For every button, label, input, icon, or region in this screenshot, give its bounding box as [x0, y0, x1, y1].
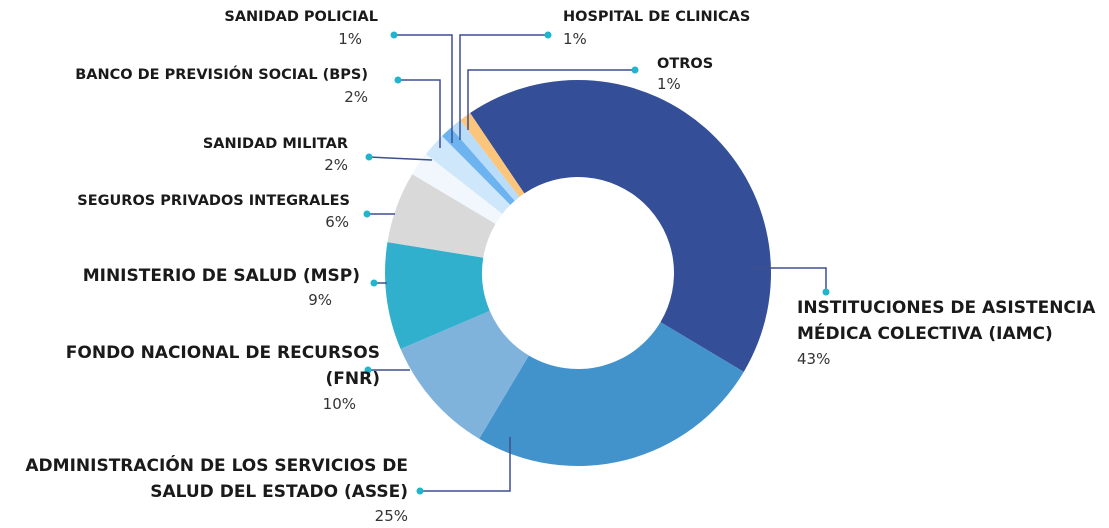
leader-dot [394, 76, 402, 84]
donut-slice [412, 154, 503, 224]
donut-slice [442, 127, 515, 205]
leader-dot [631, 66, 639, 74]
leader-line [394, 34, 453, 143]
category-label: SANIDAD POLICIAL [224, 9, 378, 25]
leader-dot [544, 31, 552, 39]
percent-label: 1% [563, 30, 587, 48]
percent-label: 43% [797, 350, 830, 368]
category-label: SEGUROS PRIVADOS INTEGRALES [77, 193, 350, 209]
percent-label: 2% [324, 156, 348, 174]
percent-label: 1% [338, 30, 362, 48]
leader-dot [822, 288, 830, 296]
category-label: MINISTERIO DE SALUD (MSP) [83, 266, 360, 286]
leader-dot [416, 487, 424, 495]
donut-slice [479, 322, 744, 466]
leader-dot [365, 153, 373, 161]
donut-slice [387, 174, 496, 258]
donut-slice [460, 112, 525, 197]
percent-label: 1% [657, 75, 681, 93]
leader-line [752, 267, 827, 292]
category-label: SANIDAD MILITAR [203, 136, 348, 152]
leader-line [398, 79, 441, 148]
category-label: ADMINISTRACIÓN DE LOS SERVICIOS DE SALUD … [25, 454, 408, 502]
category-label: FONDO NACIONAL DE RECURSOS (FNR) [66, 343, 380, 389]
category-label: BANCO DE PREVISIÓN SOCIAL (BPS) [75, 65, 368, 83]
percent-label: 2% [344, 88, 368, 106]
percent-label: 6% [325, 213, 349, 231]
donut-slice [385, 242, 490, 350]
leader-line [420, 437, 511, 492]
leader-line [368, 156, 433, 161]
donut-slice [450, 120, 520, 201]
leader-dot [363, 210, 371, 218]
leader-line [467, 69, 635, 130]
leader-dot [390, 31, 398, 39]
percent-label: 9% [308, 291, 332, 309]
donut-slice [470, 80, 771, 372]
donut-slice [400, 310, 529, 439]
category-label: INSTITUCIONES DE ASISTENCIA MÉDICA COLECT… [797, 298, 1096, 344]
leader-line [459, 34, 548, 140]
category-label: HOSPITAL DE CLINICAS [563, 9, 750, 25]
leader-dot [370, 279, 378, 287]
leader-dot [364, 366, 372, 374]
percent-label: 25% [375, 507, 408, 525]
category-label: OTROS [657, 56, 713, 72]
percent-label: 10% [323, 395, 356, 413]
donut-slice [425, 136, 511, 214]
